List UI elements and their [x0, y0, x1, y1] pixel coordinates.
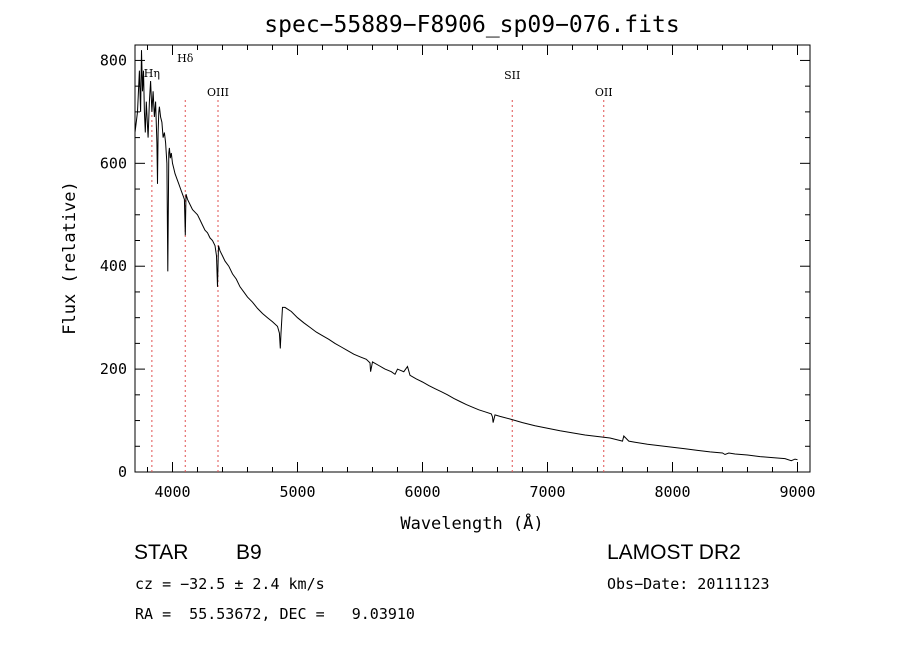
x-tick-label: 7000	[529, 483, 565, 501]
plot-frame	[134, 44, 811, 473]
line-marker-label: Hη	[144, 67, 160, 80]
line-marker-label: SII	[504, 69, 520, 82]
x-tick-label: 8000	[654, 483, 690, 501]
x-tick-label: 4000	[154, 483, 190, 501]
object-subclass: B9	[236, 541, 262, 564]
line-marker-label: OII	[595, 86, 613, 99]
spectrum-series	[134, 50, 798, 462]
x-tick-label: 5000	[279, 483, 315, 501]
x-tick-label: 9000	[779, 483, 815, 501]
y-tick-label: 800	[100, 51, 127, 69]
survey-name: LAMOST DR2	[607, 541, 741, 564]
obs-date: Obs−Date: 20111123	[607, 575, 770, 593]
line-markers: Hη Hδ OIII SII OII	[144, 52, 613, 472]
x-tick-label: 6000	[404, 483, 440, 501]
line-marker-label: OIII	[207, 86, 229, 99]
y-axis-label: Flux (relative)	[60, 181, 80, 335]
object-class: STAR	[134, 541, 189, 564]
chart-title: spec−55889−F8906_sp09−076.fits	[264, 12, 679, 38]
y-tick-label: 0	[118, 463, 127, 481]
redshift-readout: cz = −32.5 ± 2.4 km/s	[135, 575, 325, 593]
coordinates: RA = 55.53672, DEC = 9.03910	[135, 605, 415, 623]
spectrum-line	[134, 50, 798, 462]
x-axis-label: Wavelength (Å)	[400, 512, 543, 534]
y-tick-label: 600	[100, 154, 127, 172]
y-axis-ticks: 0 200 400 600 800	[100, 51, 810, 481]
y-tick-label: 400	[100, 257, 127, 275]
line-marker-label: Hδ	[177, 52, 194, 65]
x-axis-ticks: 4000 5000 6000 7000 8000 9000	[147, 45, 816, 501]
y-tick-label: 200	[100, 360, 127, 378]
